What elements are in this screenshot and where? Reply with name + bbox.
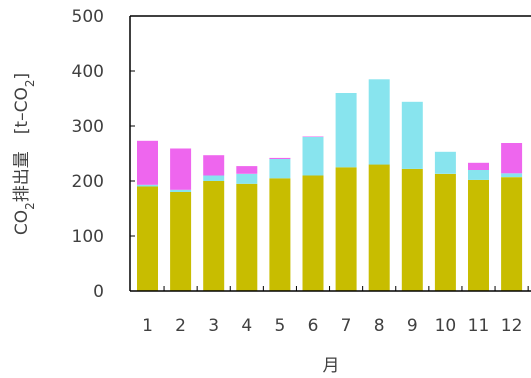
bar-segment	[269, 178, 291, 292]
bar-segment	[236, 183, 258, 292]
x-tick-label: 1	[142, 316, 153, 336]
bar-segment	[501, 173, 523, 178]
y-tick-label: 400	[72, 62, 104, 82]
bar-segment	[302, 137, 324, 176]
y-tick-label: 200	[72, 172, 104, 192]
bar-segment	[170, 148, 192, 190]
bar-segment	[236, 166, 258, 174]
plot-area	[130, 16, 531, 291]
y-axis-title-co: CO	[12, 210, 32, 235]
bar-segment	[468, 179, 489, 291]
x-tick-label: 3	[208, 316, 219, 336]
y-tick-label: 100	[72, 227, 104, 247]
axes-layer	[129, 15, 531, 292]
bar-segment	[335, 167, 357, 292]
bar-segment	[368, 79, 390, 165]
y-axis-title-main: 排出量 [t–CO	[12, 87, 32, 202]
x-tick-label: 7	[341, 316, 352, 336]
y-axis-title: CO2排出量 [t–CO2]	[12, 73, 37, 235]
y-axis-title-sub1: 2	[23, 202, 37, 210]
bar-segment	[203, 181, 225, 291]
bar-segment	[468, 170, 489, 180]
bar-segment	[137, 184, 158, 187]
bar-segment	[203, 175, 225, 181]
bar-segment	[401, 168, 423, 291]
bar-segment	[434, 151, 456, 174]
x-tick-label: 8	[374, 316, 385, 336]
y-axis-title-close: ]	[12, 73, 32, 80]
y-tick-label: 300	[72, 117, 104, 137]
bar-segment	[501, 143, 523, 174]
y-tick-label: 500	[72, 7, 104, 27]
x-tick-label: 9	[407, 316, 418, 336]
y-tick-label: 0	[93, 282, 104, 302]
y-axis-title-sub2: 2	[23, 80, 37, 88]
x-tick-label: 4	[241, 316, 252, 336]
bar-segment	[302, 175, 324, 291]
bar-segment	[335, 93, 357, 168]
x-tick-label: 5	[274, 316, 285, 336]
bar-segment	[302, 136, 324, 137]
bar-segment	[236, 173, 258, 184]
bar-segment	[269, 157, 291, 159]
bar-segment	[468, 162, 489, 170]
bar-segment	[170, 192, 192, 291]
x-tick-label: 10	[435, 316, 457, 336]
x-tick-label: 2	[175, 316, 186, 336]
bars-layer	[137, 79, 523, 292]
x-tick-label: 11	[468, 316, 490, 336]
bar-segment	[137, 140, 158, 185]
bar-segment	[203, 155, 225, 176]
x-tick-label: 6	[308, 316, 319, 336]
bar-segment	[501, 177, 523, 291]
bar-segment	[170, 189, 192, 192]
x-axis-title: 月	[323, 356, 340, 376]
bar-segment	[269, 159, 291, 179]
bar-segment	[368, 164, 390, 291]
bar-segment	[137, 186, 158, 291]
x-tick-label: 12	[501, 316, 523, 336]
bar-segment	[401, 101, 423, 169]
bar-segment	[434, 173, 456, 291]
